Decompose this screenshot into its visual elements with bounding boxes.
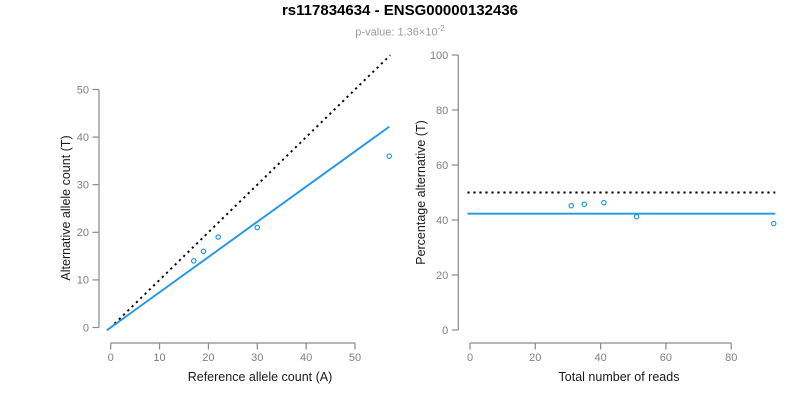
data-point — [386, 153, 393, 159]
y-tick-label: 80 — [436, 105, 448, 117]
x-tick-label: 40 — [300, 352, 312, 364]
left-x-axis-title: Reference allele count (A) — [188, 370, 333, 384]
y-tick-label: 0 — [442, 325, 448, 337]
right-plot-panel: 0 20 40 60 80 0 20 40 60 80 100 — [430, 50, 777, 364]
data-point — [215, 234, 221, 240]
y-tick-label: 100 — [430, 50, 448, 62]
y-tick-label: 20 — [436, 270, 448, 282]
x-tick-label: 0 — [467, 352, 473, 364]
plot-title: rs117834634 - ENSG00000132436 — [281, 2, 519, 19]
data-point — [633, 213, 640, 220]
x-tick-label: 60 — [660, 352, 672, 364]
y-tick-label: 40 — [77, 132, 89, 144]
p-value-subtitle: p-value: 1.36×10-2 — [0, 24, 800, 39]
x-tick-label: 40 — [594, 352, 606, 364]
p-value-exponent: -2 — [437, 24, 445, 33]
y-tick-label: 60 — [436, 160, 448, 172]
p-value-text: p-value: 1.36×10 — [355, 26, 438, 39]
x-tick-label: 50 — [349, 352, 361, 364]
identity-line — [113, 54, 391, 325]
x-tick-label: 0 — [108, 352, 114, 364]
data-point — [770, 220, 777, 227]
y-tick-label: 0 — [83, 322, 89, 334]
data-point — [254, 224, 261, 231]
data-point — [568, 202, 575, 209]
x-tick-label: 20 — [202, 352, 214, 364]
left-plot-panel: 0 10 20 30 40 50 0 10 20 30 40 50 — [77, 54, 393, 364]
left-y-axis-title: Alternative allele count (T) — [59, 135, 73, 280]
data-point — [190, 258, 197, 264]
x-tick-label: 20 — [529, 352, 541, 364]
data-point — [601, 199, 607, 206]
right-y-axis-title: Percentage alternative (T) — [414, 120, 428, 265]
x-tick-label: 30 — [251, 352, 263, 364]
right-x-axis-title: Total number of reads — [559, 370, 680, 384]
x-tick-label: 80 — [725, 352, 737, 364]
data-point — [581, 201, 588, 208]
y-tick-label: 30 — [77, 180, 89, 192]
data-point — [200, 248, 207, 255]
y-tick-label: 50 — [77, 84, 89, 96]
fit-line — [106, 125, 390, 332]
y-tick-label: 20 — [77, 227, 89, 239]
x-tick-label: 10 — [153, 352, 165, 364]
y-tick-label: 10 — [77, 275, 89, 287]
y-tick-label: 40 — [436, 215, 448, 227]
